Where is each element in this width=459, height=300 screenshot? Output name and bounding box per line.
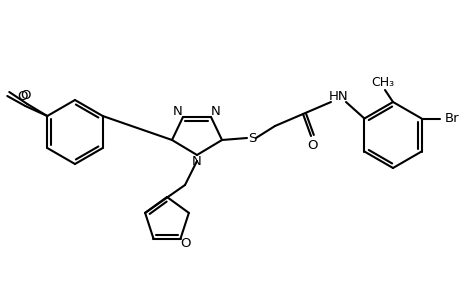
- Text: S: S: [247, 131, 256, 145]
- Text: Br: Br: [443, 112, 458, 125]
- Text: CH₃: CH₃: [370, 76, 394, 88]
- Text: N: N: [211, 104, 220, 118]
- Text: HN: HN: [329, 89, 348, 103]
- Text: N: N: [192, 154, 202, 167]
- Text: O: O: [17, 89, 28, 103]
- Text: O: O: [180, 237, 190, 250]
- Text: N: N: [173, 104, 183, 118]
- Text: O: O: [20, 88, 30, 101]
- Text: O: O: [307, 139, 318, 152]
